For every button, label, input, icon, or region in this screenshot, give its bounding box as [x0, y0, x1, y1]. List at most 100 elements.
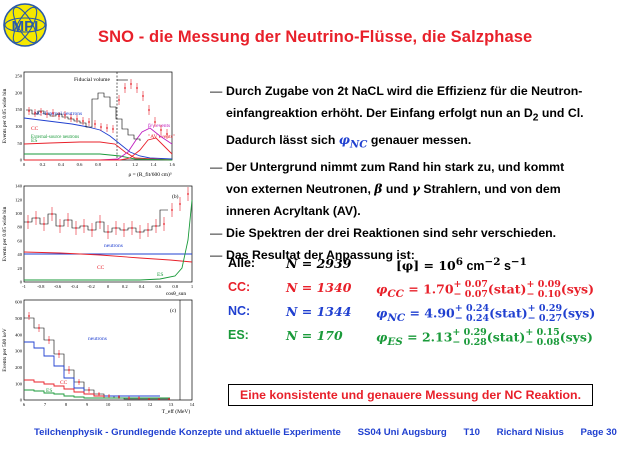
data-point [82, 120, 84, 122]
data-point [166, 133, 168, 135]
p1-ext-label: External-source neutrons [31, 135, 79, 140]
data-point [160, 129, 162, 131]
p2-yt-label: 100 [15, 211, 23, 216]
p2-yt-label: 120 [15, 197, 23, 202]
p1-yt-label: 0 [20, 158, 23, 163]
data-point [78, 381, 80, 383]
p2-xticks: -1 -0.8 -0.6 -0.4 -0.2 0 0.2 0.4 0.6 0.8 1 [22, 284, 194, 289]
p3-xt-label: 13 [169, 402, 174, 407]
data-point [91, 229, 93, 231]
result-n: N = 1340 [286, 280, 352, 295]
p2-tag: (b) [172, 193, 179, 200]
data-point [75, 227, 77, 229]
p3-xt-label: 8 [65, 402, 68, 407]
p1-yt-label: 100 [15, 124, 23, 129]
bullet-1-line-3-start: Dadurch lässt sich [226, 133, 339, 148]
data-point [138, 397, 140, 399]
p2-yt-label: 60 [17, 238, 22, 243]
data-point [115, 227, 117, 229]
bullet-1-line-2: einfangreaktion erhöht. Der Einfang erfo… [226, 102, 625, 129]
data-point [187, 193, 189, 195]
data-point [131, 227, 133, 229]
energy-spectrum-plot: Events per 500 keV 0 100 200 300 400 500 600 6… [2, 300, 195, 415]
p1-xticks: 0 0.2 0.4 0.6 0.8 1 1.2 1.4 1.6 [23, 162, 176, 167]
bullet-3: — Die Spektren der drei Reaktionen sind … [210, 222, 625, 244]
data-point [94, 123, 96, 125]
bullet-list: — Durch Zugabe von 2t NaCL wird die Effi… [210, 80, 625, 266]
footer-course: Teilchenphysik - Grundlegende Konzepte u… [34, 427, 341, 438]
p1-yt-label: 250 [15, 74, 23, 79]
p2-xt-label: -0.8 [37, 284, 45, 289]
p3-yt-label: 400 [15, 332, 23, 337]
slide-footer: Teilchenphysik - Grundlegende Konzepte u… [34, 427, 617, 438]
data-point [124, 87, 126, 89]
p2-yt-label: 80 [17, 225, 22, 230]
bullet-1-line-1: Durch Zugabe von 2t NaCL wird die Effizi… [226, 84, 583, 98]
p2-es-label: ES [157, 272, 163, 278]
data-point [179, 203, 181, 205]
result-flux: φNC = 4.90 + 0.24− 0.24 (stat) + 0.29− 0.27… [376, 303, 596, 325]
p3-yt-label: 300 [15, 349, 23, 354]
conclusion-box: Eine konsistente und genauere Messung de… [228, 384, 593, 406]
data-point [83, 225, 85, 227]
data-point [148, 398, 150, 400]
p1-es-label: ES [31, 138, 37, 144]
data-point [107, 231, 109, 233]
bullet-2-line-3: inneren Acryltank (AV). [226, 203, 361, 218]
data-point [88, 121, 90, 123]
result-label: ES: [228, 328, 249, 342]
data-point [28, 315, 30, 317]
p2-xt-label: -0.2 [88, 284, 96, 289]
p2-xt-label: 0.6 [156, 284, 162, 289]
result-units: [φ] = 106 cm−2 s−1 [396, 256, 527, 274]
p3-xt-label: 9 [86, 402, 89, 407]
footer-page: Page 30 [580, 427, 617, 438]
p3-ylabel: Events per 500 keV [2, 328, 8, 372]
data-point [51, 213, 53, 215]
data-point [67, 219, 69, 221]
footer-slide: T10 [463, 427, 480, 438]
p2-cc-label: CC [97, 265, 105, 271]
data-point [158, 398, 160, 400]
p3-yt-label: 0 [20, 398, 23, 403]
data-point [142, 95, 144, 97]
bullet-4: — Das Resultat der Anpassung ist: [210, 244, 625, 266]
data-point [155, 225, 157, 227]
p1-bg-label: β/γ events [148, 123, 170, 129]
bullet-4-line-1: Das Resultat der Anpassung ist: [226, 247, 415, 262]
data-point [58, 353, 60, 355]
phi-nc-symbol: φNC [338, 132, 368, 151]
p2-data-points [27, 187, 189, 239]
data-point [70, 117, 72, 119]
p2-yticks: 0 20 40 60 80 100 120 140 [15, 184, 23, 285]
data-point [46, 113, 48, 115]
p1-xt-label: 0.4 [58, 162, 64, 167]
p3-yticks: 0 100 200 300 400 500 600 [15, 300, 23, 403]
footer-author: Richard Nisius [496, 427, 564, 438]
p1-yticks: 0 50 100 150 200 250 [15, 74, 23, 163]
p2-xt-label: -1 [22, 284, 27, 289]
p3-xt-label: 7 [44, 402, 47, 407]
p3-tag: (c) [170, 307, 176, 314]
radial-distribution-plot: Events per 0.05 wide bin 0 50 100 150 200 250… [2, 71, 176, 178]
p1-xt-label: 1 [115, 162, 118, 167]
data-point [34, 112, 36, 114]
bullet-1-line-2-text: einfangreaktion erhöht. Der Einfang erfo… [226, 106, 533, 120]
p1-xt-label: 0.2 [40, 162, 46, 167]
data-point [58, 115, 60, 117]
p2-yt-label: 0 [20, 280, 23, 285]
p2-xt-label: 1 [191, 284, 194, 289]
data-point [139, 231, 141, 233]
p1-yt-label: 200 [15, 90, 23, 95]
data-point [98, 393, 100, 395]
bullet-dash: — [210, 247, 223, 262]
p3-xt-label: 12 [148, 402, 153, 407]
bullet-dash: — [210, 159, 223, 174]
data-point [147, 229, 149, 231]
p1-xlabel: ρ = (R_fit/600 cm)³ [128, 171, 171, 178]
data-point [106, 127, 108, 129]
p3-cc-label: CC [60, 380, 68, 386]
bullet-3-line-1: Die Spektren der drei Reaktionen sind se… [226, 225, 557, 240]
data-point [43, 223, 45, 225]
p3-yt-label: 100 [15, 381, 23, 386]
